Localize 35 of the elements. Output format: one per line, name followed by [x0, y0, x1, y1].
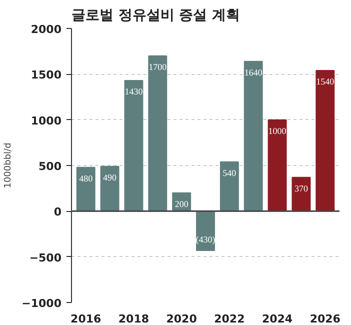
data-label: 370 [294, 183, 308, 194]
x-tick-label: 2016 [70, 312, 102, 325]
bar [244, 60, 263, 212]
y-tick-label: −1000 [22, 297, 62, 310]
data-label: 1700 [148, 62, 168, 72]
bar [100, 166, 120, 212]
y-axis-title: 1000bbl/d [4, 142, 14, 188]
data-label: 200 [174, 198, 189, 209]
y-tick-label: 500 [38, 160, 62, 173]
x-tick-label: 2026 [310, 312, 341, 325]
data-label: 480 [79, 173, 94, 184]
x-tick-label: 2020 [166, 312, 198, 325]
y-tick-label: 0 [54, 206, 62, 219]
bar [148, 55, 168, 212]
data-label: 1000 [268, 126, 287, 136]
bar [76, 166, 96, 212]
chart-title: 글로벌 정유설비 증설 계획 [72, 8, 240, 24]
bar [316, 70, 335, 212]
bar [124, 80, 144, 212]
x-tick-label: 2018 [118, 312, 150, 325]
data-label: 490 [103, 172, 118, 182]
y-tick-label: 2000 [30, 23, 62, 36]
data-label: (430) [196, 234, 216, 244]
data-label: 1640 [244, 67, 263, 78]
y-tick-label: 1000 [30, 114, 62, 128]
bar [292, 176, 311, 212]
x-tick-label: 2022 [214, 312, 245, 325]
data-label: 1430 [124, 86, 144, 97]
data-label: 1540 [316, 76, 335, 86]
y-tick-label: −500 [29, 251, 62, 264]
bar [220, 161, 239, 212]
y-tick-label: 1500 [30, 68, 62, 82]
data-label: 540 [222, 168, 237, 178]
bar [268, 119, 287, 212]
x-tick-label: 2024 [262, 312, 293, 325]
